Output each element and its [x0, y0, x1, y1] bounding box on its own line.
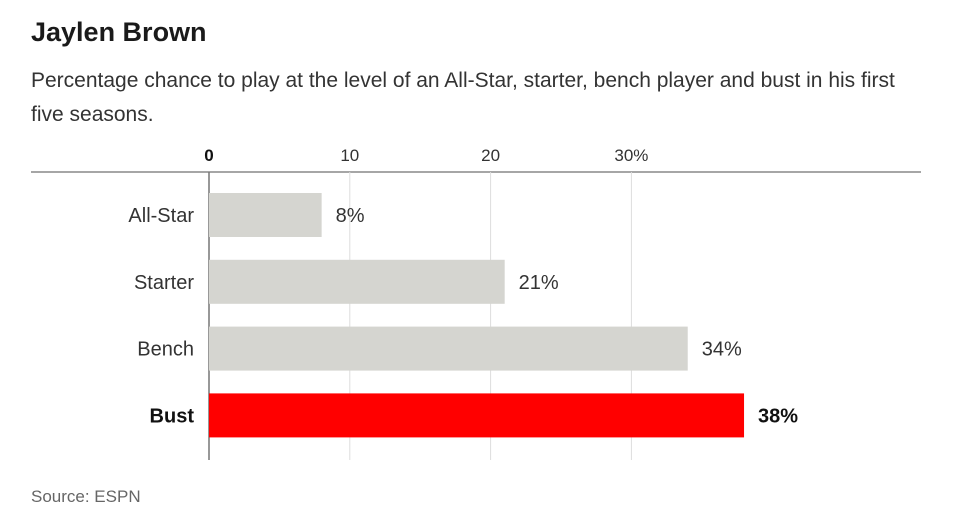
value-label: 38% — [758, 405, 798, 427]
value-label: 34% — [702, 339, 742, 361]
chart-subtitle: Percentage chance to play at the level o… — [31, 69, 895, 126]
bars — [209, 193, 745, 438]
category-label: All-Star — [128, 205, 194, 227]
x-tick-label: 0 — [204, 146, 213, 165]
bar — [209, 193, 322, 237]
x-axis-ticks: 0 10 20 30% — [204, 146, 648, 165]
x-tick-label: 10 — [340, 146, 359, 165]
x-tick-label: 30% — [614, 146, 648, 165]
bar — [209, 393, 745, 438]
chart-title: Jaylen Brown — [31, 17, 207, 47]
value-labels: 8% 21% 34% 38% — [336, 205, 799, 427]
category-label: Bench — [137, 339, 194, 361]
category-label: Bust — [150, 405, 195, 427]
category-label: Starter — [134, 272, 194, 294]
bar — [209, 326, 688, 371]
bar — [209, 259, 505, 304]
value-label: 8% — [336, 205, 365, 227]
source-note: Source: ESPN — [31, 487, 141, 506]
x-tick-label: 20 — [481, 146, 500, 165]
value-label: 21% — [519, 272, 559, 294]
category-labels: All-Star Starter Bench Bust — [128, 205, 194, 427]
